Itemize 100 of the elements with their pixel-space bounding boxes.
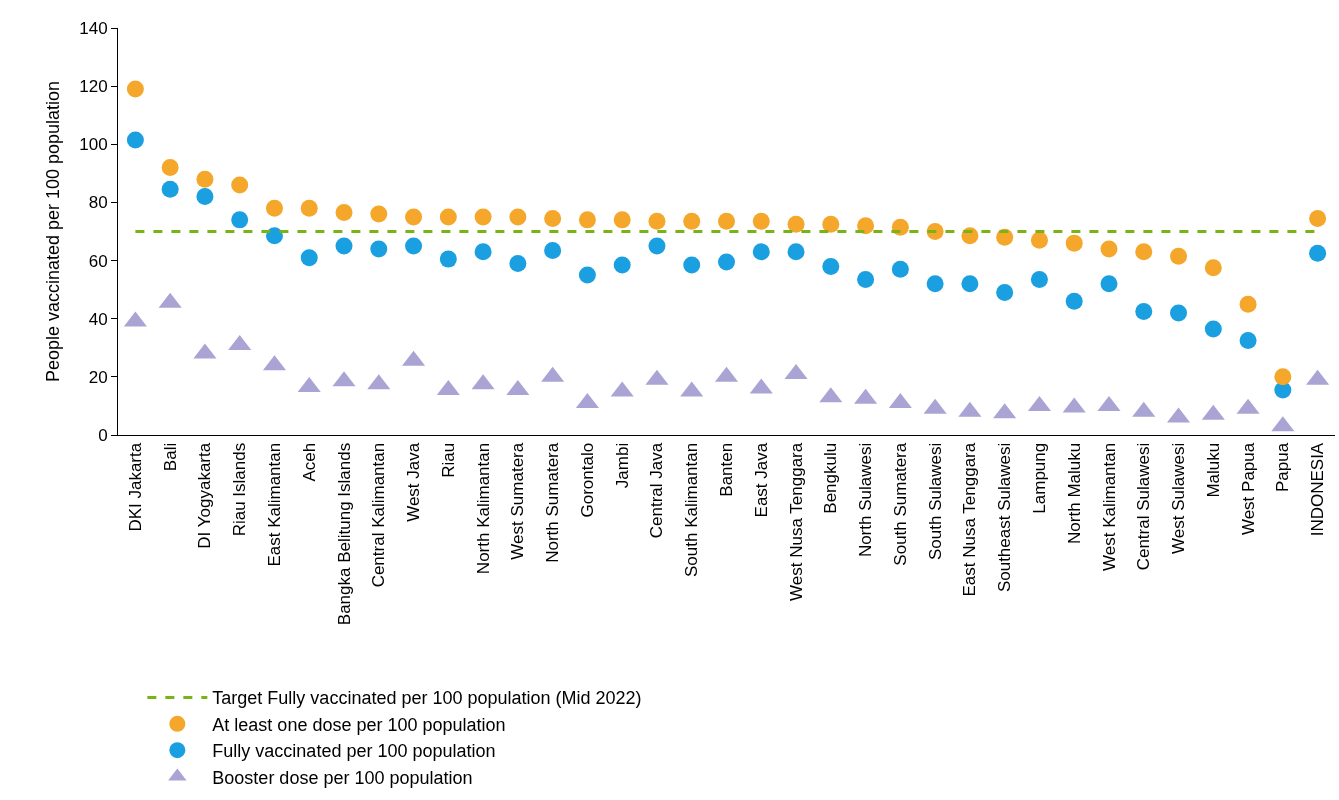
point — [1309, 209, 1327, 227]
point — [439, 250, 457, 268]
point — [857, 270, 875, 288]
point — [613, 211, 631, 229]
point — [509, 208, 527, 226]
point — [126, 80, 144, 98]
x-tick-label: Central Kalimantan — [369, 442, 389, 588]
point — [578, 266, 596, 284]
point — [265, 199, 283, 217]
point — [300, 199, 318, 217]
x-tick-label: North Maluku — [1064, 442, 1084, 544]
x-tick-label: North Kalimantan — [473, 442, 493, 575]
point — [161, 159, 179, 177]
point — [370, 205, 388, 223]
point — [196, 188, 214, 206]
x-tick-label: West Sulawesi — [1169, 442, 1189, 554]
point — [1170, 247, 1188, 265]
point — [1239, 295, 1257, 313]
point — [926, 275, 944, 293]
x-tick-label: Riau — [438, 442, 458, 478]
x-tick-label: Bali — [160, 442, 180, 472]
point — [161, 180, 179, 198]
point — [509, 254, 527, 272]
point — [822, 257, 840, 275]
x-tick-label: DKI Jakarta — [125, 442, 145, 532]
point — [474, 243, 492, 261]
x-tick-label: Maluku — [1203, 442, 1223, 498]
point — [1204, 320, 1222, 338]
point — [231, 211, 249, 229]
point — [683, 256, 701, 274]
legend-label: Booster dose per 100 population — [212, 767, 473, 788]
point — [718, 253, 735, 271]
x-tick-label: Gorontalo — [577, 442, 597, 518]
point — [300, 249, 318, 267]
y-tick-label: 100 — [79, 135, 108, 155]
legend-label: Fully vaccinated per 100 population — [212, 741, 496, 762]
point — [996, 284, 1014, 302]
point — [1135, 243, 1153, 261]
x-tick-label: Jambi — [612, 442, 632, 489]
point — [578, 211, 596, 229]
point — [370, 240, 388, 258]
x-tick-label: Lampung — [1029, 442, 1049, 514]
x-tick-label: East Kalimantan — [264, 442, 284, 567]
point — [231, 176, 249, 194]
x-tick-label: South Sulawesi — [925, 442, 945, 560]
x-tick-label: INDONESIA — [1308, 442, 1328, 537]
x-tick-label: DI Yogyakarta — [195, 442, 215, 549]
y-tick-label: 40 — [88, 309, 108, 329]
point — [544, 241, 562, 259]
point — [891, 260, 909, 278]
x-tick-label: Bengkulu — [821, 442, 841, 514]
point — [1100, 275, 1118, 293]
point — [544, 209, 562, 227]
x-tick-label: West Nusa Tenggara — [786, 442, 806, 601]
y-axis-title: People vaccinated per 100 population — [43, 80, 64, 383]
point — [822, 215, 840, 233]
x-tick-label: Papua — [1273, 442, 1293, 492]
x-tick-label: North Sulawesi — [856, 442, 876, 558]
x-tick-label: Aceh — [299, 442, 319, 482]
x-tick-label: Riau Islands — [230, 442, 250, 537]
point — [1030, 270, 1048, 288]
point — [1065, 234, 1083, 252]
point — [439, 208, 457, 226]
y-tick-label: 80 — [88, 193, 108, 213]
x-tick-label: East Java — [751, 442, 771, 518]
point — [752, 212, 770, 230]
point — [405, 208, 423, 226]
x-tick-label: South Sumatera — [890, 442, 910, 566]
y-tick-label: 120 — [79, 77, 108, 97]
x-tick-label: East Nusa Tenggara — [960, 442, 980, 597]
point — [1030, 231, 1048, 249]
point — [335, 237, 353, 255]
x-tick-label: North Sumatera — [543, 442, 563, 563]
y-tick-label: 20 — [88, 367, 108, 387]
x-tick-label: Central Java — [647, 442, 667, 539]
point — [718, 212, 735, 230]
x-tick-label: South Kalimantan — [682, 442, 702, 577]
x-tick-label: Banten — [717, 442, 737, 497]
point — [613, 256, 631, 274]
point — [265, 227, 283, 245]
x-tick-label: West Java — [404, 442, 424, 522]
point — [474, 208, 492, 226]
point — [405, 237, 423, 255]
y-tick-label: 0 — [98, 425, 108, 445]
point — [335, 204, 353, 222]
point — [787, 243, 805, 261]
x-tick-label: West Kalimantan — [1099, 442, 1119, 571]
point — [126, 131, 144, 149]
point — [1309, 244, 1327, 262]
legend-label: Target Fully vaccinated per 100 population (Mid 2022) — [212, 688, 642, 709]
point — [961, 275, 979, 293]
point — [1065, 292, 1083, 310]
y-tick-label: 60 — [88, 251, 108, 271]
x-tick-label: Southeast Sulawesi — [995, 442, 1015, 593]
point — [648, 237, 666, 255]
x-tick-label: West Papua — [1238, 442, 1258, 536]
point — [648, 212, 666, 230]
legend-label: At least one dose per 100 population — [212, 714, 506, 735]
x-tick-label: West Sumatera — [508, 442, 528, 560]
point — [196, 170, 214, 188]
